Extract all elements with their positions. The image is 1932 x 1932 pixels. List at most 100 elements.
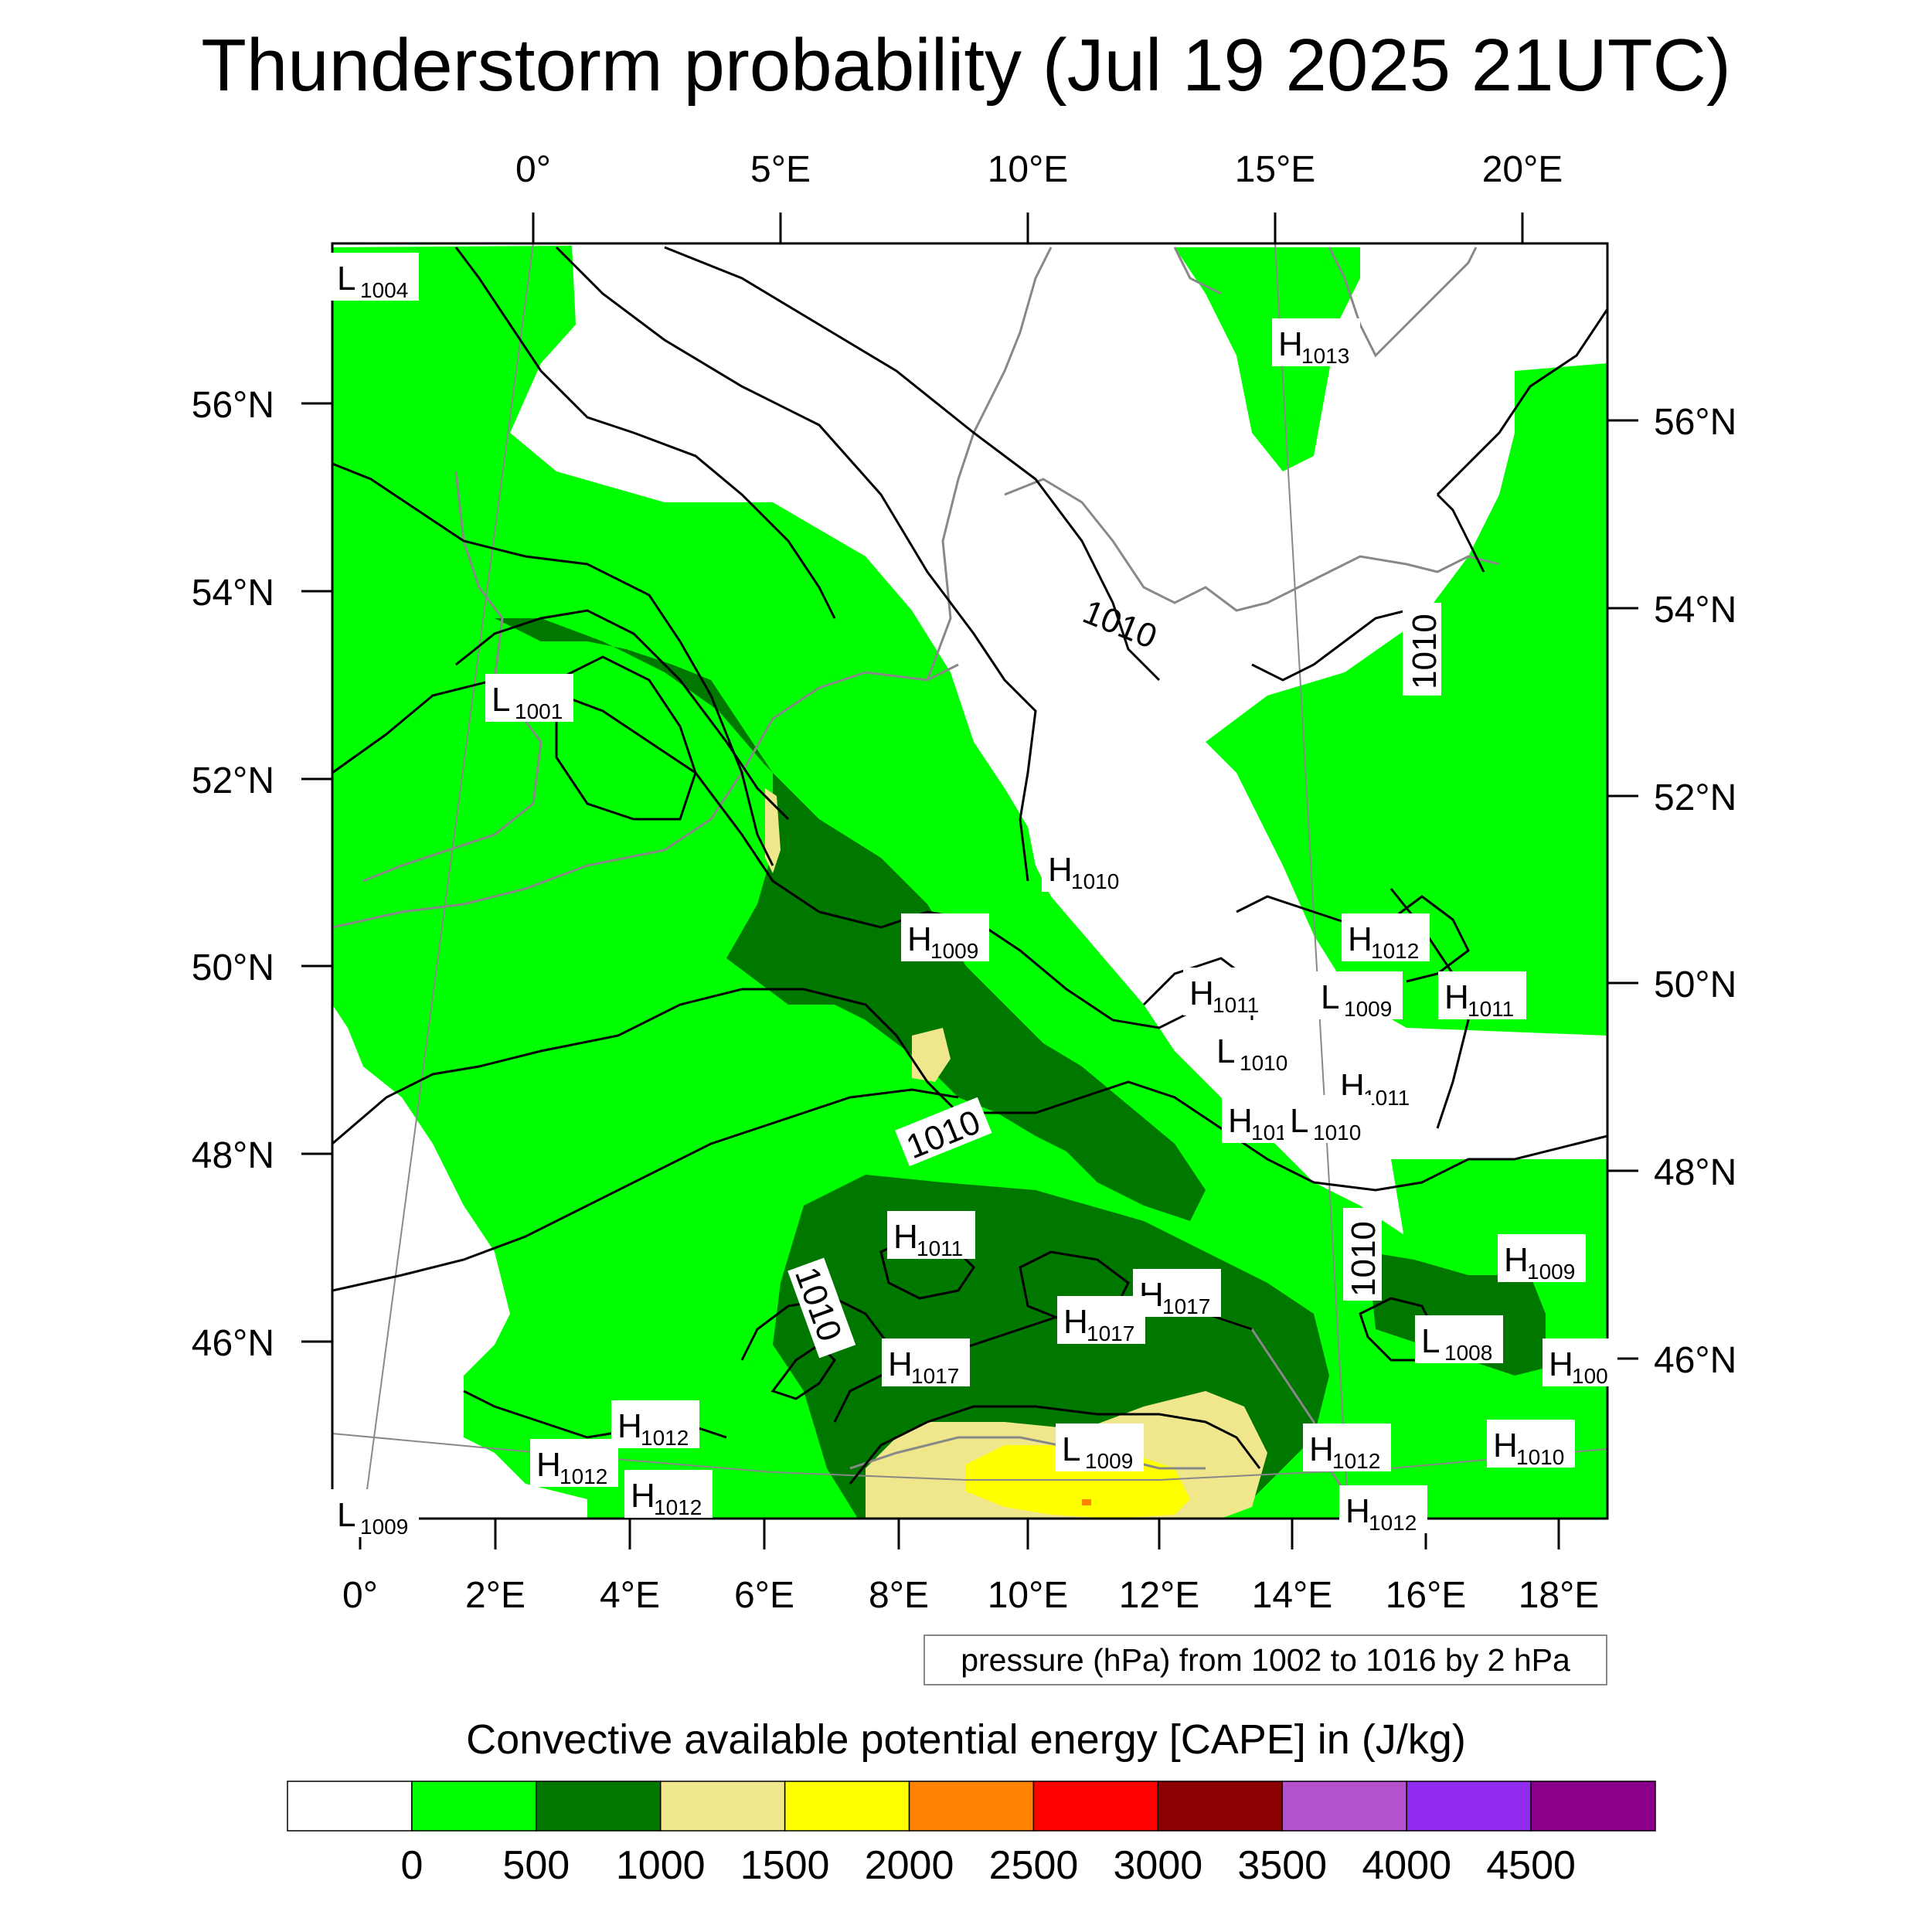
pressure-center-value: 100 [1572, 1364, 1608, 1388]
cape-area-0-500-west [332, 246, 1607, 1519]
left-lat-label: 48°N [192, 1135, 274, 1176]
bottom-lon-label: 18°E [1519, 1575, 1600, 1616]
pressure-center-value: 1010 [1240, 1051, 1287, 1075]
pressure-center-low: L 1008 [1415, 1315, 1503, 1365]
colorbar-swatch [536, 1781, 662, 1832]
top-lon-labels: 0° 5°E 10°E 15°E 20°E [515, 149, 1563, 190]
pressure-center-type: H [1189, 975, 1214, 1012]
pressure-center-value: 1009 [930, 939, 978, 963]
pressure-center-type: L [1321, 978, 1339, 1016]
right-lat-label: 56°N [1654, 402, 1736, 443]
right-lat-label: 46°N [1654, 1340, 1736, 1381]
pressure-center-value: 1009 [1344, 997, 1392, 1021]
colorbar-title: Convective available potential energy [C… [466, 1716, 1466, 1763]
pressure-center-value: 1009 [360, 1515, 408, 1539]
pressure-center-type: H [907, 920, 932, 958]
pressure-center-value: 1012 [1332, 1449, 1380, 1473]
pressure-center-type: L [337, 260, 355, 298]
pressure-center-type: H [888, 1345, 913, 1383]
pressure-center-value: 1011 [917, 1236, 963, 1260]
bottom-lon-label: 0° [342, 1575, 378, 1616]
bottom-lon-label: 6°E [734, 1575, 794, 1616]
colorbar-swatch [287, 1781, 413, 1832]
pressure-center-low: L 1009 [331, 1489, 419, 1539]
pressure-center-value: 1017 [1087, 1321, 1134, 1345]
colorbar-label: 4000 [1362, 1843, 1451, 1888]
bottom-lon-label: 16°E [1386, 1575, 1467, 1616]
top-lon-label: 15°E [1235, 149, 1316, 190]
pressure-center-value: 1010 [1516, 1445, 1564, 1469]
left-lat-label: 52°N [192, 760, 274, 801]
colorbar-swatch [1530, 1781, 1656, 1832]
right-lat-label: 52°N [1654, 777, 1736, 818]
pressure-center-low: L 1004 [331, 253, 419, 302]
colorbar-swatch [1406, 1781, 1532, 1832]
chart-title: Thunderstorm probability (Jul 19 2025 21… [201, 24, 1731, 107]
pressure-center-type: H [1048, 851, 1073, 889]
cape-area-0-500-northeast [1206, 363, 1607, 1036]
cape-spot-2000-2500 [1082, 1499, 1091, 1505]
colorbar-swatch [908, 1781, 1035, 1832]
pressure-center-value: 1017 [911, 1364, 959, 1388]
top-lon-label: 20°E [1482, 149, 1563, 190]
pressure-center-type: L [1421, 1322, 1440, 1360]
bottom-lon-label: 14°E [1252, 1575, 1333, 1616]
pressure-center-type: H [1444, 978, 1469, 1016]
cape-colorbar: 0 500 1000 1500 2000 2500 3000 3500 4000 4500 [287, 1781, 1656, 1888]
pressure-center-type: H [631, 1477, 655, 1515]
isobar-label: 1010 [1345, 1221, 1383, 1297]
pressure-center-low: L 1010 [1210, 1026, 1298, 1075]
top-lon-label: 10°E [988, 149, 1069, 190]
pressure-center-type: H [617, 1407, 642, 1445]
bottom-lon-label: 4°E [600, 1575, 660, 1616]
pressure-center-value: 1011 [1468, 997, 1514, 1021]
colorbar-label: 1500 [740, 1843, 830, 1888]
pressure-center-type: H [1345, 1492, 1370, 1530]
pressure-center-low: L 1001 [485, 674, 573, 723]
bottom-lon-labels: 0° 2°E 4°E 6°E 8°E 10°E 12°E 14°E 16°E 1… [342, 1575, 1599, 1616]
colorbar-swatch [659, 1781, 786, 1832]
pressure-center-type: H [1504, 1241, 1529, 1279]
pressure-center-type: H [1549, 1345, 1573, 1383]
plot-frame [331, 242, 1609, 1520]
pressure-center-type: H [1348, 920, 1372, 958]
colorbar-label: 3000 [1114, 1843, 1203, 1888]
pressure-center-value: 1012 [641, 1426, 689, 1450]
pressure-center-value: 1009 [1085, 1449, 1133, 1473]
pressure-center-type: L [1290, 1102, 1308, 1140]
colorbar-swatch [1032, 1781, 1159, 1832]
right-lat-label: 48°N [1654, 1152, 1736, 1193]
colorbar-swatch [784, 1781, 910, 1832]
pressure-center-value: 1008 [1444, 1341, 1492, 1365]
colorbar-label: 1000 [616, 1843, 706, 1888]
colorbar-label: 2000 [865, 1843, 954, 1888]
top-lon-label: 0° [515, 149, 551, 190]
pressure-center-value: 1010 [1313, 1121, 1361, 1145]
bottom-lon-label: 10°E [988, 1575, 1069, 1616]
pressure-center-low: L 1009 [1056, 1423, 1144, 1473]
pressure-center-type: L [492, 681, 510, 719]
right-lat-label: 50°N [1654, 964, 1736, 1005]
pressure-center-value: 1017 [1162, 1294, 1210, 1318]
pressure-center-type: H [1228, 1102, 1253, 1140]
pressure-interval-note: pressure (hPa) from 1002 to 1016 by 2 hP… [923, 1634, 1607, 1685]
pressure-center-low: L 1010 [1284, 1095, 1372, 1145]
cape-area-0-500-north [842, 247, 1360, 471]
colorbar-label: 500 [502, 1843, 570, 1888]
pressure-center-type: H [1063, 1303, 1088, 1341]
pressure-center-type: H [1309, 1430, 1334, 1468]
cape-area-0-500-northwest [332, 247, 464, 835]
bottom-lon-label: 8°E [869, 1575, 929, 1616]
pressure-center-value: 1001 [515, 699, 563, 723]
top-lon-label: 5°E [750, 149, 811, 190]
